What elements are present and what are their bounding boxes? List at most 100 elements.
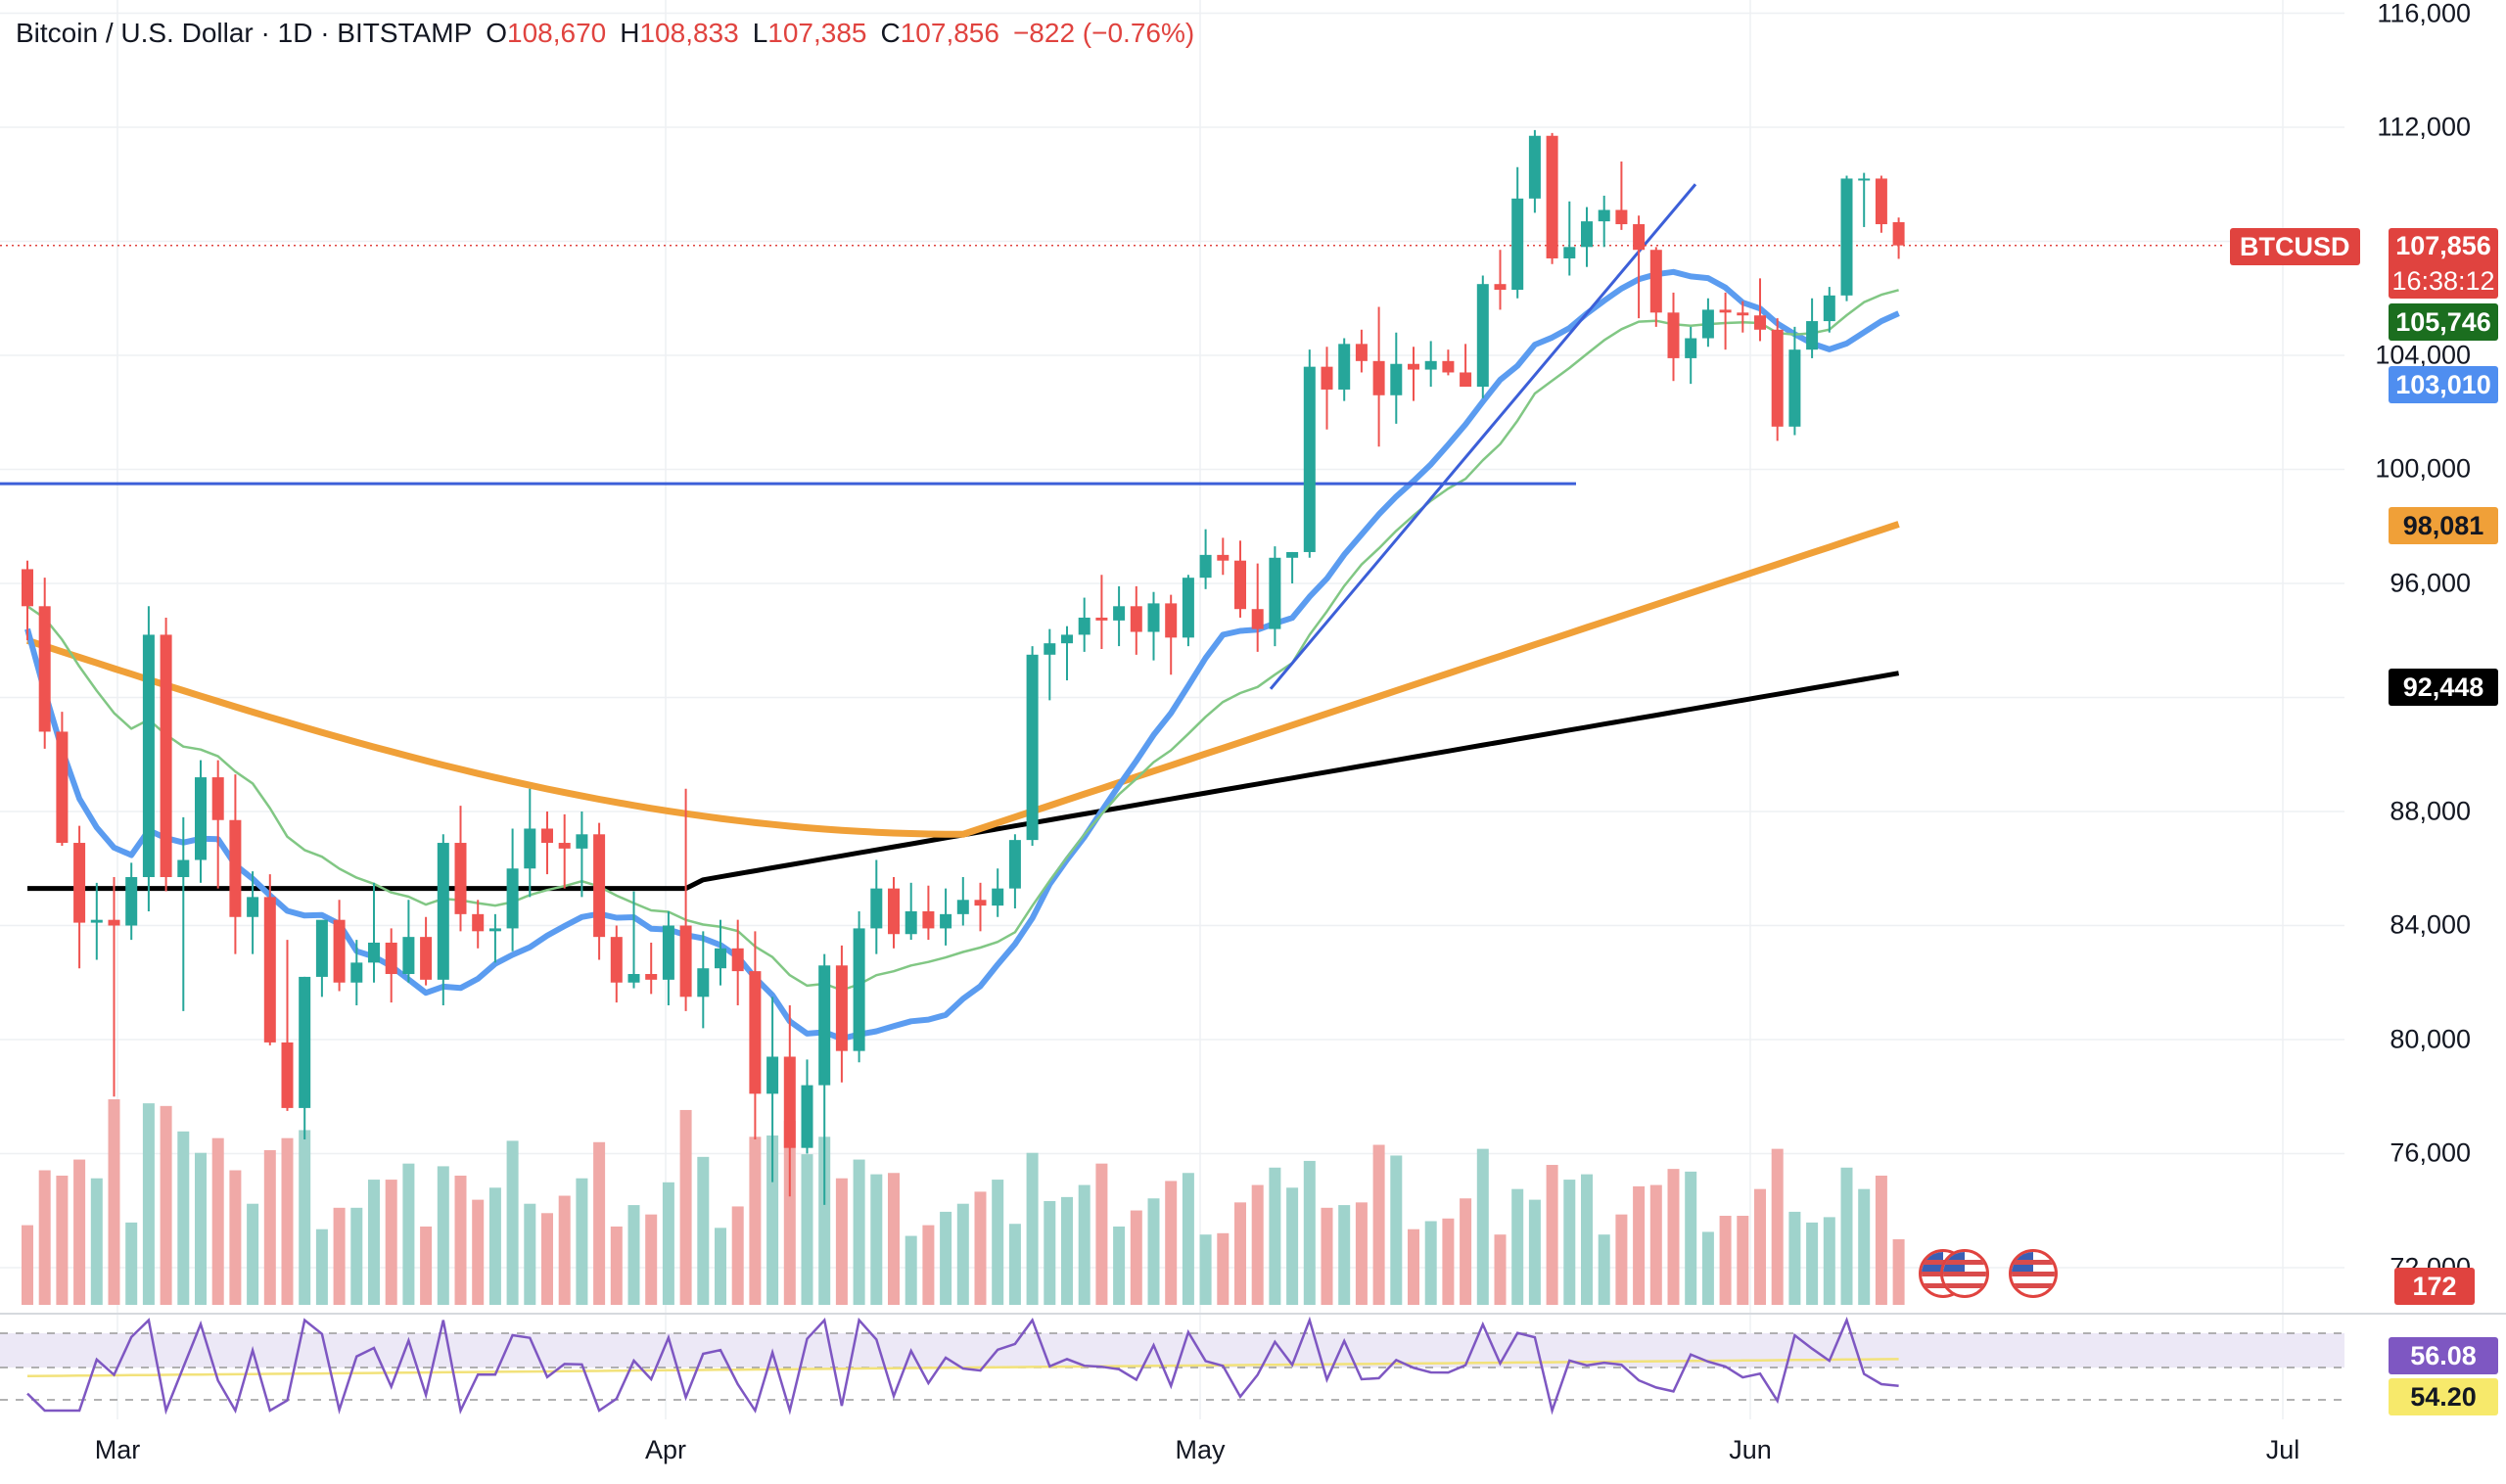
candle-body [835, 965, 848, 1051]
candle-body [731, 948, 744, 972]
volume-bar [1026, 1152, 1039, 1305]
candle-body [992, 888, 1004, 906]
candle-body [1701, 309, 1714, 339]
low-label: L [752, 18, 768, 48]
volume-bar [1649, 1184, 1662, 1305]
candle-body [1460, 372, 1472, 388]
candle-body [1823, 295, 1835, 322]
price-change: −822 (−0.76%) [1012, 18, 1195, 48]
candle-body [506, 868, 519, 929]
candle-body [1113, 606, 1126, 621]
symbol-price-tag: BTCUSD [2230, 228, 2360, 265]
us-flag-icon[interactable] [2009, 1249, 2058, 1298]
candle-body [402, 937, 415, 975]
candle-body [350, 962, 363, 983]
candle-body [315, 919, 328, 977]
candle-body [299, 976, 311, 1108]
volume-bar [73, 1159, 86, 1305]
price-axis-tick: 100,000 [2375, 453, 2471, 484]
volume-bar [610, 1226, 623, 1305]
candle-body [853, 928, 865, 1051]
candle-body [142, 634, 155, 877]
volume-bar [263, 1149, 276, 1305]
candle-body [1217, 554, 1230, 561]
candle-body [1424, 360, 1437, 370]
candle-body [1044, 643, 1056, 655]
candle-body [1476, 284, 1489, 388]
candle-body [160, 634, 172, 877]
volume-bar [888, 1173, 900, 1305]
volume-bar [420, 1226, 433, 1305]
volume-bar [1355, 1202, 1368, 1305]
symbol-name[interactable]: Bitcoin / U.S. Dollar · 1D · BITSTAMP [16, 18, 473, 48]
volume-bar [38, 1170, 51, 1305]
volume-bar [524, 1203, 536, 1305]
candle-body [1892, 221, 1905, 246]
candle-body [437, 843, 449, 980]
time-axis-label: Jul [2265, 1435, 2300, 1464]
sma200-badge: 92,448 [2389, 669, 2498, 706]
volume-bar [160, 1105, 172, 1305]
volume-bar [108, 1099, 120, 1305]
volume-bar [315, 1229, 328, 1305]
candle-body [627, 974, 640, 983]
candle-body [1633, 224, 1646, 251]
candle-body [1858, 178, 1871, 181]
ema20-line [26, 289, 1899, 992]
volume-bar [1788, 1211, 1801, 1305]
candle-body [1372, 360, 1385, 395]
volume-bar [1269, 1167, 1281, 1305]
volume-bar [818, 1136, 831, 1305]
candle-body [1408, 363, 1419, 370]
sma100-line [25, 521, 1900, 838]
volume-bar [1078, 1184, 1091, 1305]
volume-bar [1494, 1234, 1507, 1305]
open-label: O [486, 18, 508, 48]
volume-bar [645, 1214, 658, 1305]
candle-body [558, 843, 571, 849]
candle-body [801, 1085, 813, 1148]
volume-bar [1685, 1171, 1697, 1305]
candle-body [22, 569, 33, 607]
volume-bar [1771, 1148, 1784, 1305]
volume-bar [195, 1152, 207, 1305]
volume-bar [992, 1180, 1004, 1305]
candle-body [454, 843, 467, 914]
candle-body [662, 925, 674, 980]
candle-body [211, 777, 224, 820]
volume-bar [1182, 1173, 1194, 1305]
candle-body [1234, 560, 1246, 610]
high-value: 108,833 [639, 18, 739, 48]
bar-countdown: 16:38:12 [2391, 266, 2495, 296]
candle-body [1615, 209, 1628, 225]
volume-badge: 172 [2394, 1268, 2475, 1305]
volume-bar [801, 1154, 813, 1305]
time-axis-label: Jun [1729, 1435, 1772, 1464]
candle-body [472, 913, 485, 932]
candle-body [940, 913, 952, 929]
candle-body [263, 897, 276, 1043]
candle-body [333, 919, 346, 983]
volume-bar [576, 1178, 588, 1305]
candle-body [783, 1056, 796, 1148]
candle-body [38, 606, 51, 732]
volume-bar [247, 1203, 259, 1305]
candle-body [1303, 366, 1316, 552]
price-axis-tick: 80,000 [2390, 1024, 2471, 1054]
volume-bar [1442, 1218, 1455, 1305]
candle-body [1008, 840, 1021, 889]
volume-bar [1528, 1199, 1541, 1305]
volume-bar [715, 1228, 726, 1305]
candle-body [541, 828, 553, 844]
volume-bar [1581, 1174, 1593, 1305]
candle-body [956, 900, 969, 914]
rsi-badge: 56.08 [2389, 1337, 2498, 1374]
candle-body [1199, 554, 1212, 579]
us-flag-icon[interactable] [1940, 1249, 1989, 1298]
volume-bar [1113, 1226, 1126, 1305]
last-price-badge: 107,856 16:38:12 [2389, 228, 2498, 299]
volume-bar [1823, 1217, 1835, 1305]
volume-bar [385, 1180, 397, 1305]
volume-bar [1286, 1187, 1299, 1305]
